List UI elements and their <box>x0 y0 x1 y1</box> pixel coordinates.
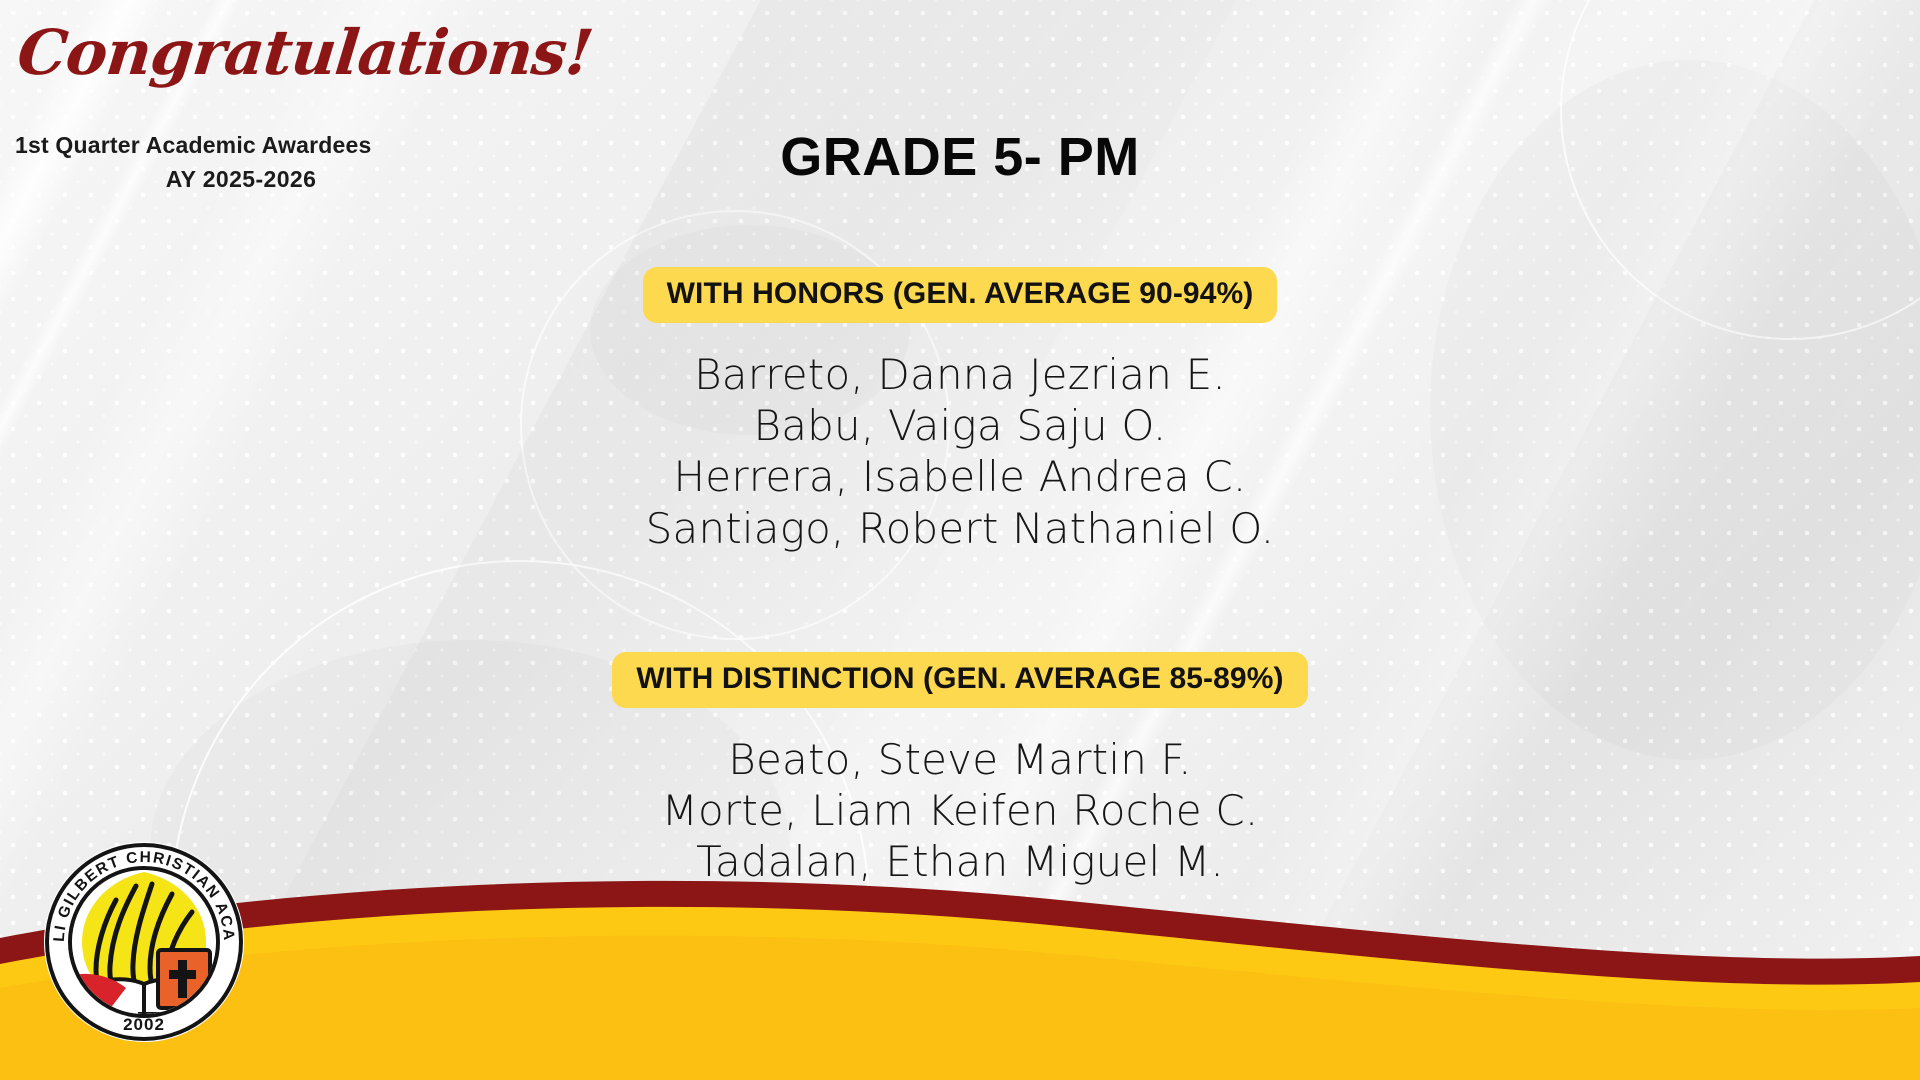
page-title: GRADE 5- PM <box>780 127 1140 187</box>
list-item: Morte, Liam Keifen Roche C. <box>661 786 1259 836</box>
awardee-list-with-honors: Barreto, Danna Jezrian E. Babu, Vaiga Sa… <box>646 349 1275 554</box>
list-item: Santiago, Robert Nathaniel O. <box>645 503 1275 553</box>
awardee-list-with-distinction: Beato, Steve Martin F. Morte, Liam Keife… <box>662 734 1259 888</box>
subtitle-academic-year: AY 2025-2026 <box>165 166 317 192</box>
subtitle-quarter: 1st Quarter Academic Awardees <box>15 132 372 158</box>
school-logo-icon: ANGELI GILBERT CHRISTIAN ACADEMY 2002 <box>40 838 244 1042</box>
list-item: Beato, Steve Martin F. <box>728 734 1192 784</box>
awardees-content: GRADE 5- PM WITH HONORS (GEN. AVERAGE 90… <box>380 0 1540 1080</box>
list-item: Tadalan, Ethan Miguel M. <box>696 837 1224 887</box>
list-item: Herrera, Isabelle Andrea C. <box>673 452 1247 502</box>
status-badge-with-honors: WITH HONORS (GEN. AVERAGE 90-94%) <box>642 267 1278 323</box>
school-logo-year: 2002 <box>123 1015 165 1034</box>
status-badge-with-distinction: WITH DISTINCTION (GEN. AVERAGE 85-89%) <box>612 651 1308 708</box>
list-item: Barreto, Danna Jezrian E. <box>694 350 1226 399</box>
list-item: Babu, Vaiga Saju O. <box>753 401 1167 451</box>
